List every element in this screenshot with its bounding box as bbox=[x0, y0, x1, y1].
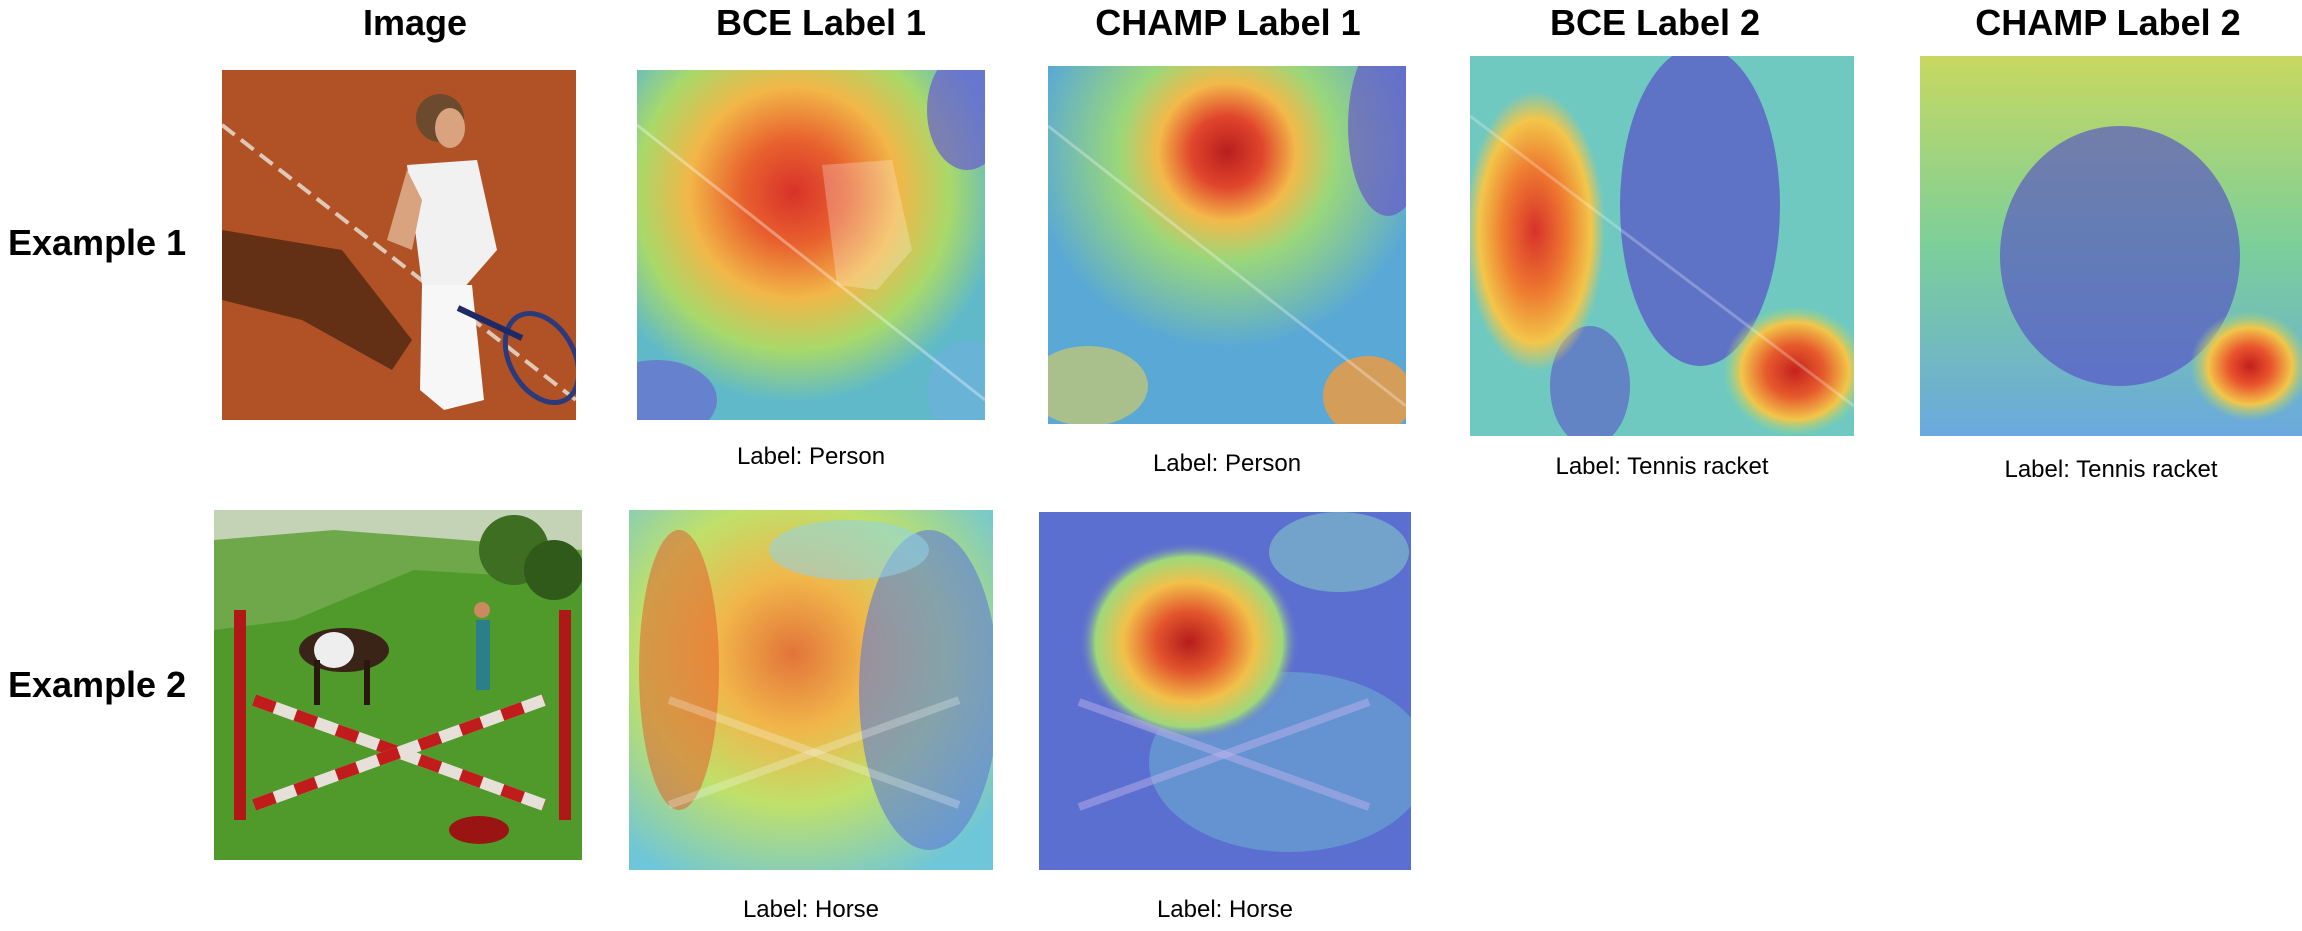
caption-example-1-champ-label-2: Label: Tennis racket bbox=[2004, 456, 2218, 483]
caption-example-1-bce-label-1: Label: Person bbox=[736, 443, 886, 470]
example-1-bce-label-2-heatmap bbox=[1470, 56, 1854, 436]
column-header-bce-label-2: BCE Label 2 bbox=[1549, 2, 1761, 43]
column-header-champ-label-2: CHAMP Label 2 bbox=[1975, 2, 2241, 43]
caption-example-1-champ-label-1: Label: Person bbox=[1152, 450, 1302, 477]
column-header-bce-label-1: BCE Label 1 bbox=[715, 2, 927, 43]
example-1-champ-label-1-heatmap bbox=[1048, 66, 1406, 424]
example-2-original-image bbox=[214, 510, 582, 860]
row-label-example-1: Example 1 bbox=[8, 222, 187, 263]
example-2-champ-label-1-heatmap bbox=[1039, 512, 1411, 870]
caption-example-2-champ-label-1: Label: Horse bbox=[1156, 896, 1294, 923]
caption-example-1-bce-label-2: Label: Tennis racket bbox=[1555, 453, 1769, 480]
example-1-original-image bbox=[222, 70, 576, 420]
column-header-image: Image bbox=[362, 2, 468, 43]
column-header-champ-label-1: CHAMP Label 1 bbox=[1095, 2, 1361, 43]
example-1-champ-label-2-heatmap bbox=[1920, 56, 2302, 436]
caption-example-2-bce-label-1: Label: Horse bbox=[742, 896, 880, 923]
example-1-bce-label-1-heatmap bbox=[637, 70, 985, 420]
row-label-example-2: Example 2 bbox=[8, 664, 187, 705]
example-2-bce-label-1-heatmap bbox=[629, 510, 993, 870]
